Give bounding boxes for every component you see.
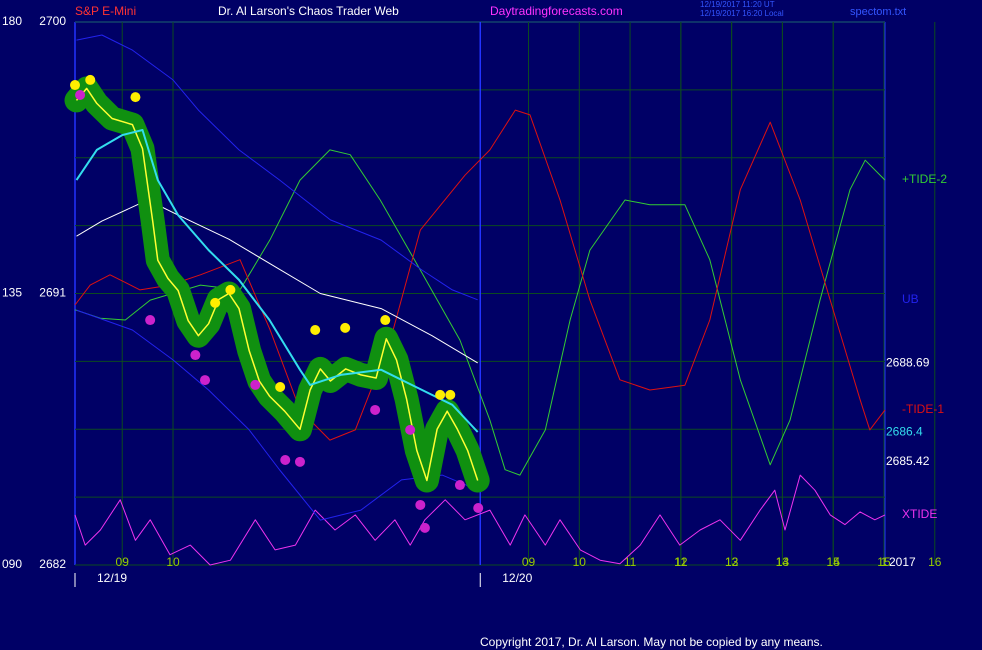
copyright: Copyright 2017, Dr. Al Larson. May not b… bbox=[480, 635, 823, 649]
x-tick-label: 13 bbox=[725, 555, 739, 569]
y2-tick-label: 090 bbox=[2, 557, 22, 571]
series-line bbox=[74, 474, 886, 566]
x-tick-label: 11 bbox=[624, 555, 637, 569]
chart-title: Dr. Al Larson's Chaos Trader Web bbox=[218, 4, 399, 18]
y-tick-label: 2700 bbox=[39, 14, 66, 28]
point bbox=[294, 456, 305, 467]
x-tick-label: 13 bbox=[776, 555, 790, 569]
point bbox=[130, 92, 141, 103]
point bbox=[145, 315, 156, 326]
point bbox=[190, 350, 201, 361]
point bbox=[473, 502, 484, 513]
series-label: -TIDE-1 bbox=[902, 402, 944, 416]
point bbox=[280, 455, 291, 466]
y2-tick-label: 180 bbox=[2, 14, 22, 28]
last-value-label: 2685.42 bbox=[886, 454, 930, 468]
x-tick-label: 15 bbox=[827, 555, 841, 569]
timestamp: 12/19/2017 11:20 UT bbox=[700, 0, 775, 9]
point bbox=[250, 379, 261, 390]
file-name: spectom.txt bbox=[850, 6, 906, 18]
point bbox=[210, 297, 221, 308]
site: Daytradingforecasts.com bbox=[490, 4, 623, 18]
point bbox=[445, 389, 456, 400]
point bbox=[370, 404, 381, 415]
series-line bbox=[76, 199, 478, 364]
series-label: +TIDE-2 bbox=[902, 172, 947, 186]
x-tick-label: 15 bbox=[877, 555, 891, 569]
x-tick-label: 14 bbox=[776, 555, 790, 569]
x-tick-label: 11 bbox=[675, 555, 688, 569]
series-line bbox=[75, 129, 479, 433]
symbol: S&P E-Mini bbox=[75, 4, 136, 18]
point bbox=[454, 480, 465, 491]
x-tick-label: 10 bbox=[166, 555, 180, 569]
point bbox=[70, 80, 80, 91]
x-tick-label: 12 bbox=[674, 555, 688, 569]
x-tick-label: 12 bbox=[725, 555, 739, 569]
year-label: 2017 bbox=[889, 555, 916, 569]
series-label: UB bbox=[902, 292, 919, 306]
series-line bbox=[75, 87, 479, 482]
point bbox=[419, 522, 430, 533]
y2-tick-label: 135 bbox=[2, 286, 22, 300]
point bbox=[200, 375, 211, 386]
last-value-label: 2688.69 bbox=[886, 355, 930, 369]
point bbox=[340, 322, 351, 333]
y-tick-label: 2691 bbox=[39, 286, 66, 300]
series-label: XTIDE bbox=[902, 507, 937, 521]
date-label: 12/19 bbox=[97, 571, 127, 585]
series-line bbox=[76, 34, 478, 301]
x-tick-label: 14 bbox=[827, 555, 841, 569]
point bbox=[415, 499, 426, 510]
point bbox=[435, 389, 446, 400]
x-tick-label: 09 bbox=[522, 555, 536, 569]
point bbox=[75, 90, 86, 101]
point bbox=[225, 284, 236, 295]
date-label: 12/20 bbox=[502, 571, 532, 585]
timestamp: 12/19/2017 16:20 Local bbox=[700, 9, 784, 18]
x-tick-label: 10 bbox=[573, 555, 587, 569]
point bbox=[85, 74, 96, 85]
point bbox=[310, 325, 321, 336]
x-tick-label: 16 bbox=[928, 555, 942, 569]
last-value-label: 2686.4 bbox=[886, 424, 923, 438]
point bbox=[380, 315, 391, 326]
point bbox=[275, 382, 286, 393]
y-tick-label: 2682 bbox=[39, 557, 66, 571]
point bbox=[405, 424, 416, 435]
series-line bbox=[74, 109, 886, 441]
x-tick-label: 1 bbox=[881, 555, 888, 569]
x-tick-label: 09 bbox=[116, 555, 130, 569]
